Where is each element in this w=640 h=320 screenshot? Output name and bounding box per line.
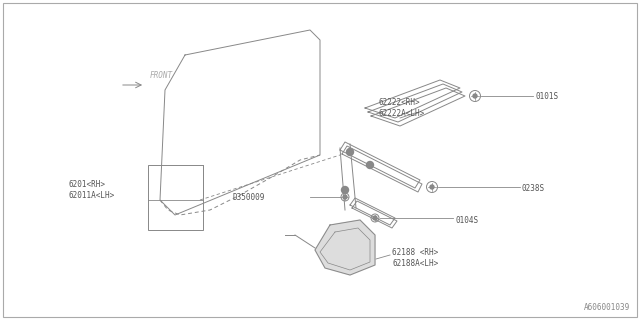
Text: D350009: D350009 [232,193,264,202]
Polygon shape [315,220,375,275]
Circle shape [430,185,434,189]
Text: 0238S: 0238S [522,183,545,193]
Circle shape [473,94,477,98]
Text: 6201<RH>
62011A<LH>: 6201<RH> 62011A<LH> [68,180,115,200]
Text: 62222<RH>
62222A<LH>: 62222<RH> 62222A<LH> [378,98,424,118]
Circle shape [367,162,374,169]
Text: A606001039: A606001039 [584,303,630,312]
Text: 0101S: 0101S [535,92,558,100]
Circle shape [342,187,349,194]
Text: 0104S: 0104S [455,215,478,225]
Circle shape [343,195,347,199]
Bar [148,165,203,230]
Text: FRONT: FRONT [150,71,173,80]
Text: 62188 <RH>
62188A<LH>: 62188 <RH> 62188A<LH> [392,248,438,268]
Circle shape [346,148,353,156]
Circle shape [373,216,377,220]
